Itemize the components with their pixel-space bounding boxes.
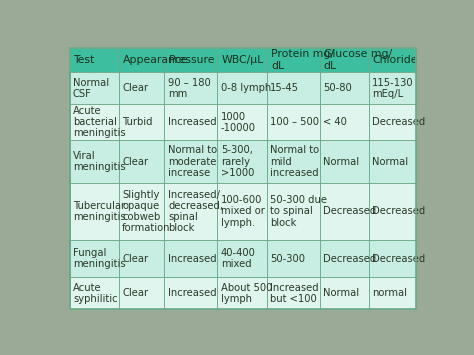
Bar [267,240,319,277]
Text: normal: normal [372,288,407,298]
Bar [319,72,369,104]
Text: 50-300: 50-300 [270,253,305,264]
Text: Clear: Clear [122,288,148,298]
Bar [119,277,164,309]
Text: Test: Test [73,55,95,65]
Bar [119,240,164,277]
Text: Decreased: Decreased [372,253,426,264]
Text: Normal: Normal [372,157,408,166]
Text: Decreased: Decreased [323,253,376,264]
Bar [369,277,416,309]
Bar [119,140,164,183]
Bar [218,104,267,140]
Bar [218,48,267,72]
Bar [164,140,218,183]
Bar [164,183,218,240]
Bar [267,72,319,104]
Text: Glucose mg/
dL: Glucose mg/ dL [324,49,392,71]
Text: Increased: Increased [168,253,217,264]
Bar [119,48,164,72]
Text: Pressure: Pressure [169,55,215,65]
Bar [369,104,416,140]
Text: Acute
syphilitic: Acute syphilitic [73,283,118,304]
Text: 115-130
mEq/L: 115-130 mEq/L [372,78,414,99]
Text: Normal: Normal [323,157,359,166]
Text: 15-45: 15-45 [270,83,300,93]
Text: Fungal
meningitis: Fungal meningitis [73,248,126,269]
Bar [267,183,319,240]
Text: 100 – 500: 100 – 500 [270,117,319,127]
Bar [70,240,119,277]
Text: Normal to
mild
increased: Normal to mild increased [270,146,319,178]
Text: Slightly
opaque
cobweb
formation: Slightly opaque cobweb formation [122,190,171,233]
Bar [70,277,119,309]
Bar [218,277,267,309]
Text: Increased: Increased [168,117,217,127]
Text: Clear: Clear [122,253,148,264]
Bar [218,72,267,104]
Bar [319,48,369,72]
Bar [369,240,416,277]
Text: Clear: Clear [122,157,148,166]
Text: Decreased: Decreased [323,206,376,216]
Text: Normal to
moderate
increase: Normal to moderate increase [168,146,217,178]
Bar [164,240,218,277]
Text: Increased/
decreased,
spinal
block: Increased/ decreased, spinal block [168,190,223,233]
Text: Increased: Increased [168,288,217,298]
Text: Normal
CSF: Normal CSF [73,78,109,99]
Bar [267,104,319,140]
Bar [164,48,218,72]
Text: < 40: < 40 [323,117,347,127]
Bar [70,48,119,72]
Bar [319,183,369,240]
Bar [319,104,369,140]
Text: 90 – 180
mm: 90 – 180 mm [168,78,211,99]
Bar [267,48,319,72]
Bar [319,277,369,309]
Text: 5-300,
rarely
>1000: 5-300, rarely >1000 [221,146,254,178]
Bar [70,104,119,140]
Bar [369,140,416,183]
Bar [319,240,369,277]
Bar [218,240,267,277]
Bar [164,277,218,309]
Text: Tubercular
meningitis: Tubercular meningitis [73,201,126,222]
Bar [70,183,119,240]
Text: Viral
meningitis: Viral meningitis [73,151,126,172]
Text: 50-300 due
to spinal
block: 50-300 due to spinal block [270,195,328,228]
Text: WBC/μL: WBC/μL [221,55,264,65]
Text: Decreased: Decreased [372,206,426,216]
Bar [218,140,267,183]
Bar [267,140,319,183]
Bar [119,72,164,104]
Text: Normal: Normal [323,288,359,298]
Bar [218,183,267,240]
Bar [164,104,218,140]
Bar [319,140,369,183]
Text: 40-400
mixed: 40-400 mixed [221,248,255,269]
Bar [164,72,218,104]
Bar [70,140,119,183]
Text: About 500
lymph: About 500 lymph [221,283,272,304]
Text: Chloride: Chloride [373,55,418,65]
Text: Protein mg/
dL: Protein mg/ dL [271,49,334,71]
Text: Turbid: Turbid [122,117,153,127]
Text: Increased
but <100: Increased but <100 [270,283,319,304]
Text: 100-600
mixed or
lymph.: 100-600 mixed or lymph. [221,195,264,228]
Bar [119,104,164,140]
Text: Acute
bacterial
meningitis: Acute bacterial meningitis [73,106,126,138]
Text: Appearance: Appearance [122,55,188,65]
Text: 0-8 lymph.: 0-8 lymph. [221,83,274,93]
Bar [369,48,416,72]
Bar [369,183,416,240]
Bar [267,277,319,309]
Text: 1000
-10000: 1000 -10000 [221,111,256,133]
Text: Clear: Clear [122,83,148,93]
Bar [119,183,164,240]
Text: 50-80: 50-80 [323,83,352,93]
Text: Decreased: Decreased [372,117,426,127]
Bar [70,72,119,104]
Bar [369,72,416,104]
